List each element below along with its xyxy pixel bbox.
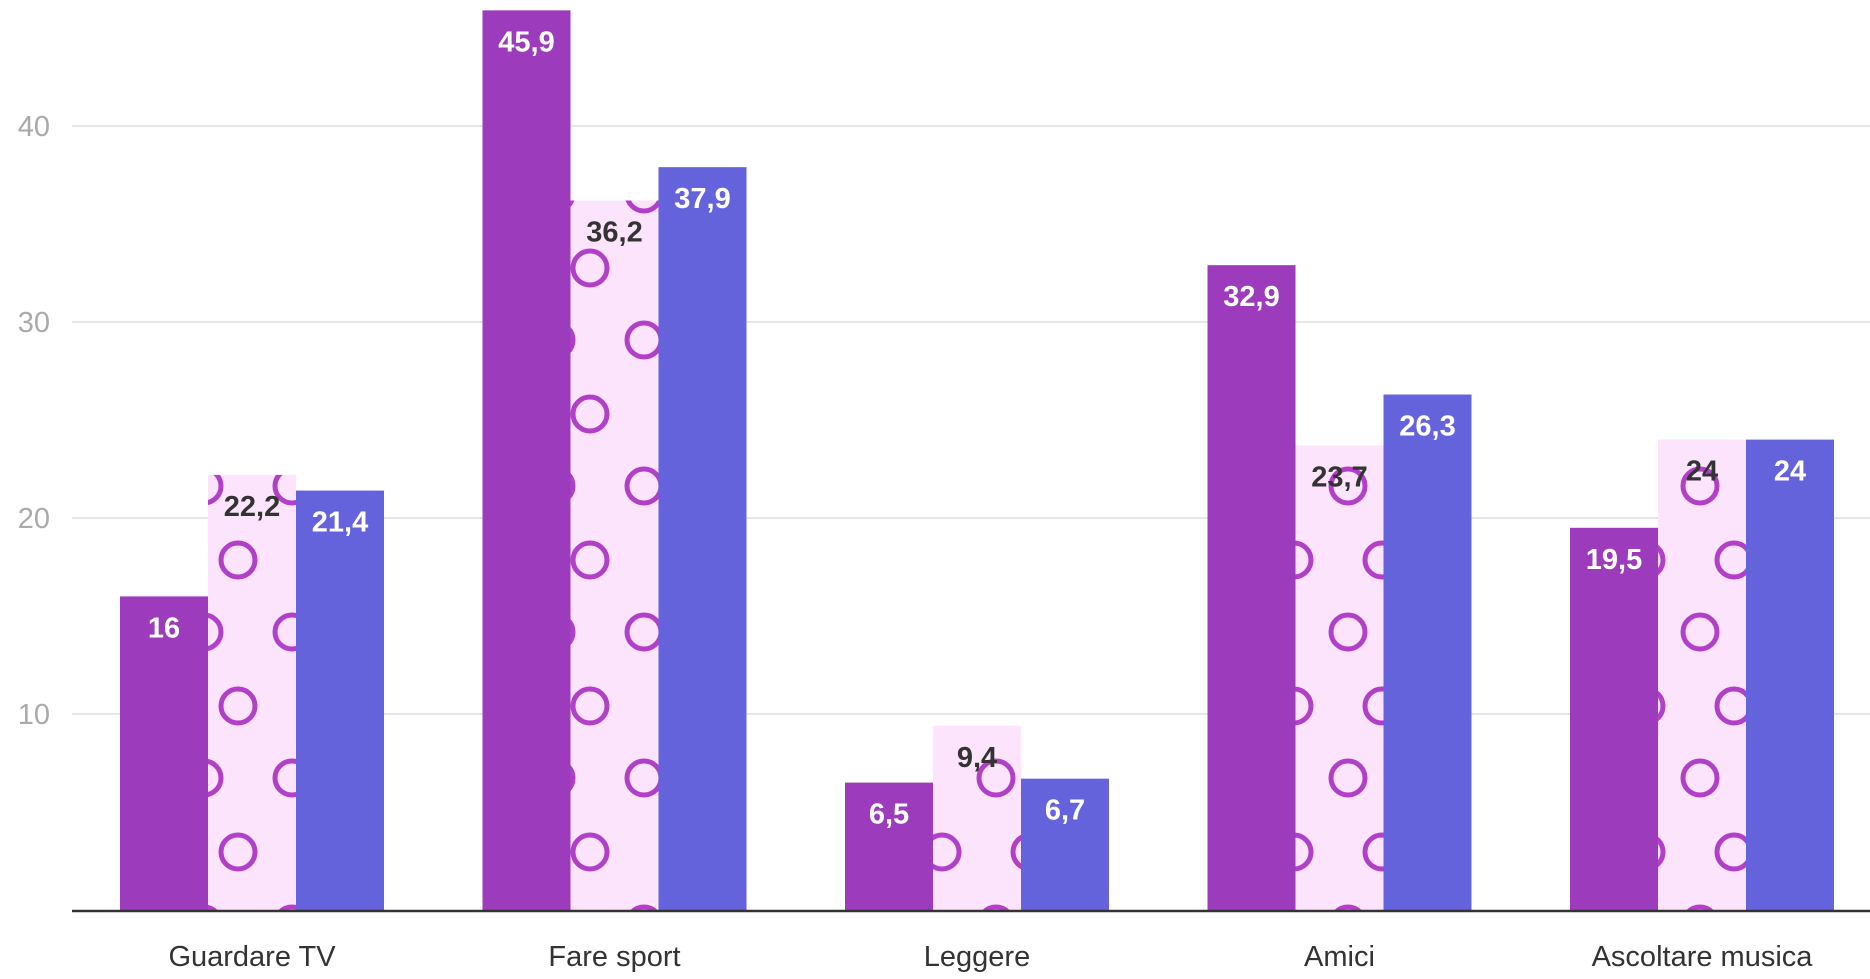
x-axis-labels: Guardare TV Fare sport Leggere Amici Ascolta… (168, 941, 1813, 973)
x-category-label: Guardare TV (168, 941, 336, 973)
data-labels: 16 22,2 21,4 45,9 36,2 37,9 6,5 9,4 6,7 32,9 23,7 2… (148, 26, 1806, 830)
data-label: 23,7 (1311, 461, 1367, 493)
bar (1021, 778, 1109, 910)
data-label: 6,5 (869, 799, 909, 831)
x-category-label: Ascoltare musica (1592, 941, 1814, 973)
y-axis-ticks: 10 20 30 40 (18, 111, 50, 731)
bar (482, 10, 571, 911)
bar (845, 782, 933, 910)
data-label: 6,7 (1045, 795, 1085, 827)
data-label: 21,4 (312, 507, 368, 539)
data-label: 19,5 (1586, 544, 1642, 576)
data-label: 24 (1774, 456, 1806, 488)
data-label: 32,9 (1223, 281, 1279, 313)
data-label: 24 (1686, 456, 1718, 488)
bar (1658, 439, 1746, 910)
y-tick-label: 30 (18, 307, 50, 339)
bar (1746, 439, 1834, 910)
bar (1383, 394, 1472, 910)
data-label: 45,9 (498, 26, 554, 58)
data-label: 36,2 (586, 216, 642, 248)
y-tick-label: 20 (18, 503, 50, 535)
bar (1295, 445, 1384, 910)
bar (208, 474, 296, 910)
bar (1207, 265, 1296, 910)
bar (120, 596, 208, 910)
bar (296, 490, 384, 910)
bar (1570, 527, 1658, 910)
data-label: 9,4 (957, 742, 997, 774)
y-tick-label: 10 (18, 699, 50, 731)
bar (933, 725, 1021, 910)
x-category-label: Amici (1304, 941, 1375, 973)
data-label: 26,3 (1399, 411, 1455, 443)
data-label: 16 (148, 612, 180, 644)
x-category-label: Fare sport (548, 941, 680, 973)
bar (570, 200, 659, 911)
data-label: 22,2 (224, 491, 280, 523)
y-tick-label: 40 (18, 111, 50, 143)
bar (658, 167, 747, 910)
x-category-label: Leggere (924, 941, 1030, 973)
bars (120, 10, 1834, 911)
data-label: 37,9 (674, 183, 730, 215)
